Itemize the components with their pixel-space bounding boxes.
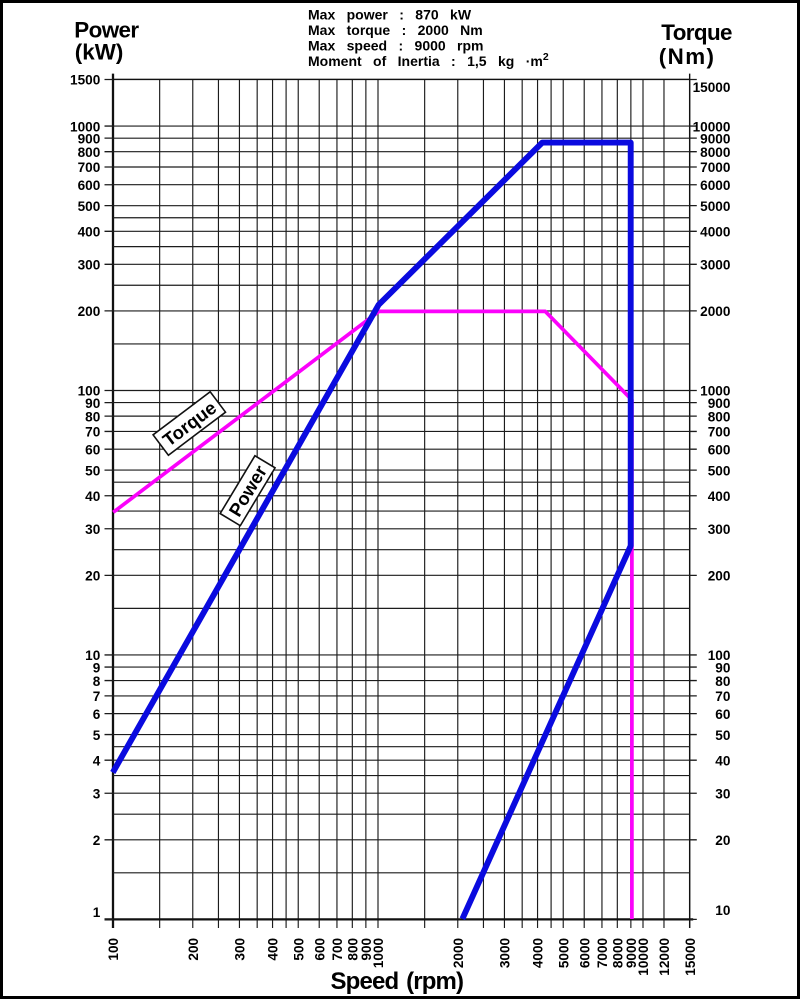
svg-text:400: 400 [708, 489, 731, 504]
svg-text:70: 70 [85, 425, 100, 440]
svg-text:50: 50 [715, 728, 730, 743]
svg-text:10: 10 [715, 903, 730, 918]
svg-text:Max speed : 9000 rpm: Max speed : 9000 rpm [308, 38, 484, 54]
svg-text:6000: 6000 [577, 938, 592, 968]
svg-text:700: 700 [330, 938, 345, 961]
svg-text:600: 600 [78, 178, 101, 193]
svg-text:Torque: Torque [661, 20, 732, 45]
svg-text:200: 200 [708, 569, 731, 584]
svg-text:15000: 15000 [693, 80, 731, 95]
svg-text:800: 800 [345, 938, 360, 961]
svg-text:3000: 3000 [498, 938, 513, 968]
svg-text:(Nm): (Nm) [659, 44, 716, 69]
svg-text:5000: 5000 [556, 938, 571, 968]
svg-text:600: 600 [708, 442, 731, 457]
svg-text:Moment of Inertia : 1,5 kg ·m2: Moment of Inertia : 1,5 kg ·m2 [308, 51, 549, 69]
svg-text:Max power : 870 kW: Max power : 870 kW [308, 6, 472, 22]
svg-text:10: 10 [85, 648, 100, 663]
svg-text:500: 500 [291, 938, 306, 961]
svg-text:1000: 1000 [70, 119, 100, 134]
svg-text:2000: 2000 [700, 304, 730, 319]
svg-text:4: 4 [93, 753, 101, 768]
svg-text:400: 400 [266, 938, 281, 961]
svg-text:90: 90 [85, 396, 100, 411]
svg-text:40: 40 [715, 753, 730, 768]
svg-text:10000: 10000 [636, 938, 651, 976]
svg-text:2000: 2000 [451, 938, 466, 968]
svg-text:50: 50 [85, 463, 100, 478]
svg-text:1500: 1500 [70, 73, 100, 88]
svg-text:600: 600 [312, 938, 327, 961]
svg-text:40: 40 [85, 489, 100, 504]
svg-text:60: 60 [85, 442, 100, 457]
svg-text:800: 800 [78, 145, 101, 160]
svg-text:Power: Power [74, 17, 139, 42]
svg-text:500: 500 [78, 199, 101, 214]
svg-text:8: 8 [93, 674, 101, 689]
svg-text:4000: 4000 [700, 225, 730, 240]
svg-text:700: 700 [78, 160, 101, 175]
svg-text:Max torque : 2000 Nm: Max torque : 2000 Nm [308, 22, 483, 38]
svg-text:4000: 4000 [531, 938, 546, 968]
svg-text:800: 800 [708, 409, 731, 424]
svg-text:900: 900 [359, 938, 374, 961]
svg-text:1: 1 [93, 905, 101, 920]
svg-text:15000: 15000 [683, 938, 698, 976]
svg-text:1000: 1000 [700, 384, 730, 399]
svg-text:90: 90 [715, 660, 730, 675]
svg-text:7000: 7000 [595, 938, 610, 968]
svg-text:30: 30 [85, 522, 100, 537]
svg-text:300: 300 [78, 258, 101, 273]
svg-text:9: 9 [93, 660, 101, 675]
svg-text:20: 20 [715, 833, 730, 848]
svg-text:60: 60 [715, 707, 730, 722]
svg-text:7000: 7000 [700, 160, 730, 175]
svg-text:80: 80 [715, 674, 730, 689]
svg-text:6000: 6000 [700, 178, 730, 193]
svg-text:(kW): (kW) [75, 39, 124, 64]
svg-text:100: 100 [106, 938, 121, 961]
svg-text:8000: 8000 [700, 145, 730, 160]
svg-text:Speed (rpm): Speed (rpm) [331, 968, 464, 995]
svg-text:900: 900 [708, 396, 731, 411]
svg-text:300: 300 [708, 522, 731, 537]
svg-text:500: 500 [708, 463, 731, 478]
svg-text:30: 30 [715, 786, 730, 801]
svg-text:1000: 1000 [371, 938, 386, 968]
svg-text:3: 3 [93, 786, 101, 801]
svg-text:10000: 10000 [693, 119, 731, 134]
svg-text:700: 700 [708, 425, 731, 440]
svg-text:900: 900 [78, 131, 101, 146]
svg-text:5: 5 [93, 728, 101, 743]
svg-text:70: 70 [715, 689, 730, 704]
svg-text:2: 2 [93, 833, 101, 848]
svg-text:200: 200 [78, 304, 101, 319]
svg-text:80: 80 [85, 409, 100, 424]
svg-text:7: 7 [93, 689, 101, 704]
svg-text:200: 200 [186, 938, 201, 961]
svg-text:400: 400 [78, 225, 101, 240]
svg-text:20: 20 [85, 569, 100, 584]
svg-text:9000: 9000 [700, 131, 730, 146]
svg-text:300: 300 [233, 938, 248, 961]
svg-text:5000: 5000 [700, 199, 730, 214]
svg-text:12000: 12000 [657, 938, 672, 976]
svg-text:8000: 8000 [610, 938, 625, 968]
svg-text:6: 6 [93, 707, 101, 722]
svg-text:100: 100 [78, 384, 101, 399]
svg-text:9000: 9000 [624, 938, 639, 968]
svg-text:3000: 3000 [700, 258, 730, 273]
svg-text:100: 100 [708, 648, 731, 663]
